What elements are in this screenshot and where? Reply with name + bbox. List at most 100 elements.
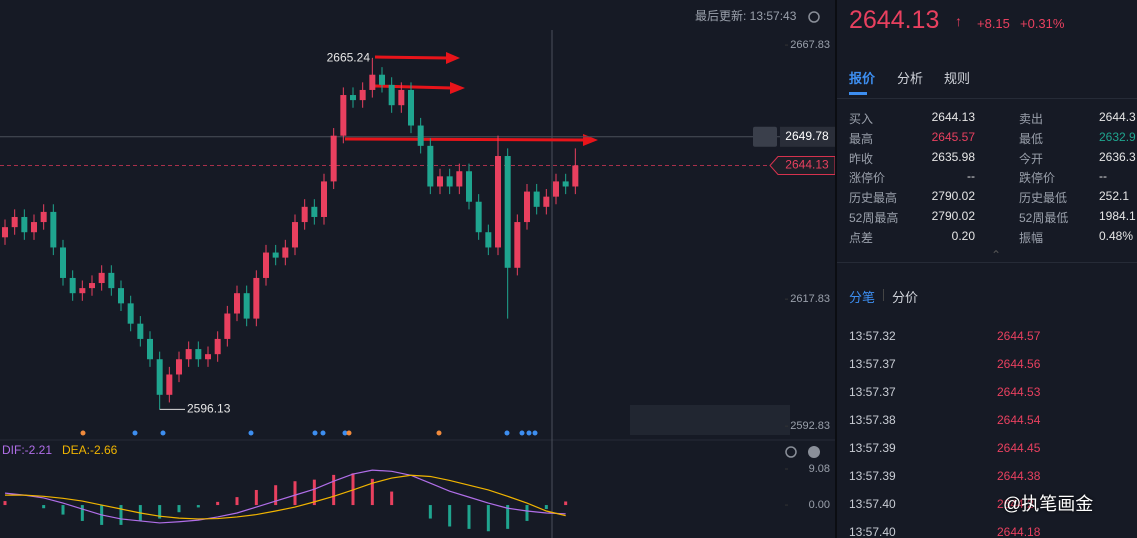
- row-label: 买入: [849, 112, 874, 126]
- trade-price: 2644.38: [997, 469, 1041, 483]
- trade-time: 13:57.32: [849, 329, 896, 343]
- candle-body: [475, 201, 482, 233]
- candle-body: [118, 288, 124, 304]
- macd-bar: [332, 474, 336, 506]
- tab[interactable]: 规则: [944, 71, 971, 86]
- macd-bar: [196, 505, 200, 508]
- refresh-button[interactable]: [808, 11, 820, 23]
- row-label: 52周最低: [1019, 211, 1069, 225]
- settings-button[interactable]: [785, 446, 797, 458]
- price: 2644.13: [849, 6, 940, 34]
- macd-dea: [5, 474, 566, 520]
- macd-bar: [564, 501, 568, 506]
- divider: [837, 98, 1137, 99]
- row-value: 1984.1: [1099, 209, 1136, 223]
- macd-bar: [486, 505, 490, 532]
- macd-bar: [3, 501, 7, 506]
- trade-tab[interactable]: 分笔: [849, 290, 876, 305]
- row-label: 振幅: [1019, 230, 1044, 245]
- macd-bar: [525, 505, 529, 521]
- candle-body: [214, 338, 221, 355]
- macd-bar: [428, 505, 432, 519]
- row-label: 涨停价: [849, 171, 886, 186]
- candle-body: [553, 181, 559, 197]
- close-button[interactable]: [808, 446, 820, 458]
- row-label: 卖出: [1019, 112, 1044, 126]
- candle-body: [137, 323, 144, 339]
- candle-body: [388, 84, 395, 106]
- candle-body: [69, 277, 76, 294]
- candle-body: [166, 374, 173, 395]
- macd-tick-label: 9.08: [809, 463, 830, 475]
- candle-body: [60, 247, 66, 278]
- row-value: 2790.02: [931, 189, 975, 204]
- macd-bar: [158, 505, 162, 519]
- candle-body: [263, 252, 269, 278]
- last-price-tag: [769, 156, 835, 176]
- alert-label: 2649.78: [785, 129, 829, 143]
- alert-bell: [753, 126, 777, 147]
- trade-price: 2644.54: [997, 413, 1041, 427]
- candle-body: [147, 338, 153, 360]
- candle-body: [21, 216, 28, 233]
- row-label: 最低: [1019, 131, 1044, 146]
- macd-tick-label: 0.00: [809, 499, 830, 511]
- macd-bar: [254, 489, 258, 506]
- alert-box: [780, 126, 835, 147]
- trade-price: 2644.57: [997, 329, 1041, 343]
- candle-body: [79, 288, 86, 294]
- macd-bar: [448, 505, 452, 527]
- candle-body: [31, 222, 37, 233]
- candle-body: [543, 196, 550, 207]
- candle-body: [127, 303, 134, 324]
- change-pct: +0.31%: [1020, 16, 1065, 31]
- row-label: 点差: [849, 230, 874, 245]
- trade-time: 13:57.39: [849, 441, 896, 455]
- macd-bar: [216, 501, 220, 506]
- row-value: 2644.3: [1099, 110, 1136, 124]
- dea-label: DEA:-2.66: [62, 443, 118, 457]
- candle-body: [185, 349, 192, 360]
- chart: 最后更新: 13:57:43 DIF:-2.21 DEA:-2.66 2667.…: [0, 8, 835, 538]
- candle-body: [2, 227, 8, 238]
- last-update: 最后更新: 13:57:43: [695, 8, 797, 23]
- y-tick-label: 2617.83: [790, 293, 830, 305]
- row-value: --: [1099, 169, 1107, 184]
- candle-body: [282, 247, 289, 258]
- trade-tab[interactable]: 分价: [892, 290, 919, 305]
- candle-body: [11, 216, 18, 228]
- trade-time: 13:57.38: [849, 413, 896, 427]
- candle-body: [572, 165, 579, 187]
- last-price-label: 2644.13: [785, 158, 829, 172]
- trade-price: 2644.2: [997, 497, 1034, 511]
- candle-body: [533, 191, 540, 207]
- candle-body: [524, 191, 530, 223]
- macd-bar: [293, 481, 297, 506]
- watermark: @执笔画金: [1003, 494, 1094, 514]
- macd-bar: [42, 505, 46, 509]
- drawn-arrows: [344, 52, 598, 146]
- candle-body: [301, 206, 308, 223]
- row-label: 昨收: [849, 151, 874, 166]
- candle-body: [350, 95, 356, 101]
- macd-bar: [177, 505, 181, 513]
- macd-bar: [351, 473, 355, 506]
- candle-body: [156, 359, 163, 395]
- trade-price: 2644.18: [997, 525, 1041, 538]
- candle-body: [176, 359, 182, 375]
- change: +8.15: [977, 16, 1010, 31]
- row-value: 252.1: [1099, 189, 1130, 204]
- macd-bar: [390, 491, 394, 506]
- collapse-toggle[interactable]: ⌃: [991, 248, 1002, 262]
- row-value: 0.20: [951, 228, 975, 243]
- macd-bar: [61, 505, 65, 515]
- tab[interactable]: 报价: [849, 71, 876, 86]
- trade-price: 2644.45: [997, 441, 1041, 455]
- macd-bar: [80, 505, 84, 521]
- trade-time: 13:57.37: [849, 385, 896, 399]
- macd-dif: [4, 469, 566, 524]
- up-arrow: ↑: [955, 13, 962, 29]
- tab[interactable]: 分析: [897, 71, 924, 86]
- candle-body: [466, 171, 472, 202]
- candle-body: [234, 293, 240, 314]
